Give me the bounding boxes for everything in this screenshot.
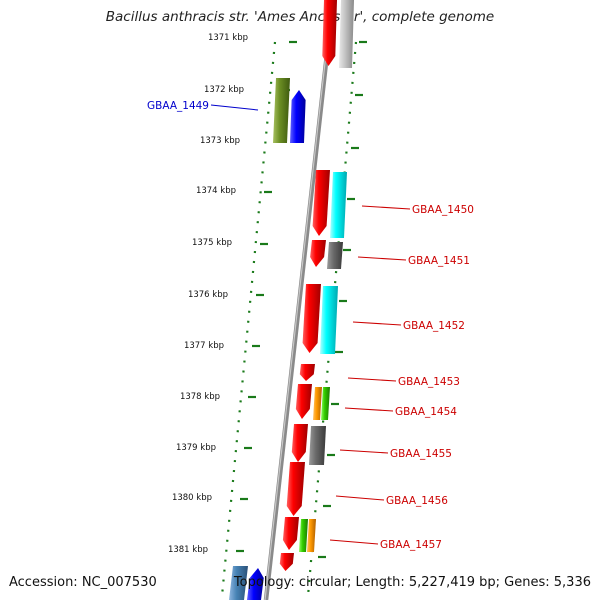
gene-leader-line bbox=[347, 377, 397, 382]
gene-block-olive bbox=[273, 78, 290, 143]
gene-block-cyan bbox=[320, 286, 338, 354]
gene-block-green bbox=[299, 519, 308, 552]
map-title: Bacillus anthracis str. 'Ames Ancestor',… bbox=[105, 9, 495, 25]
genome-backbone-highlight bbox=[264, 0, 333, 600]
gene-leader-line bbox=[357, 256, 407, 261]
gene-arrow-blue bbox=[290, 90, 306, 143]
gene-label-gbaa-1452[interactable]: GBAA_1452 bbox=[403, 320, 465, 332]
genome-backbone bbox=[263, 0, 336, 600]
gene-label-gbaa-1449[interactable]: GBAA_1449 bbox=[147, 100, 209, 112]
gene-features bbox=[229, 0, 354, 600]
gene-label-gbaa-1456[interactable]: GBAA_1456 bbox=[386, 495, 448, 507]
gene-arrow-red bbox=[299, 364, 315, 381]
tick-label: 1371 kbp bbox=[208, 33, 248, 43]
gene-arrow-red bbox=[302, 284, 321, 353]
gene-arrow-red bbox=[279, 553, 294, 571]
gene-leader-line bbox=[335, 495, 385, 501]
gene-leader-line bbox=[361, 205, 411, 210]
gene-arrow-red bbox=[286, 462, 305, 516]
gene-arrow-red bbox=[322, 0, 337, 66]
gene-arrow-red bbox=[282, 517, 299, 550]
gene-arrow-blue bbox=[247, 568, 264, 600]
gene-label-gbaa-1454[interactable]: GBAA_1454 bbox=[395, 406, 457, 418]
gene-block-green bbox=[321, 387, 330, 420]
gene-label-gbaa-1451[interactable]: GBAA_1451 bbox=[408, 255, 470, 267]
gene-arrow-red bbox=[291, 424, 308, 462]
tick-label: 1379 kbp bbox=[176, 443, 216, 453]
gene-label-gbaa-1455[interactable]: GBAA_1455 bbox=[390, 448, 452, 460]
gene-label-gbaa-1450[interactable]: GBAA_1450 bbox=[412, 204, 474, 216]
gene-labels: GBAA_1449 GBAA_1450 GBAA_1451 GBAA_1452 GBAA… bbox=[147, 100, 474, 551]
gene-label-gbaa-1453[interactable]: GBAA_1453 bbox=[398, 376, 460, 388]
gene-block-gray bbox=[309, 426, 326, 465]
tick-label: 1375 kbp bbox=[192, 238, 232, 248]
tick-label: 1378 kbp bbox=[180, 392, 220, 402]
gene-leader-line bbox=[344, 407, 394, 412]
tick-label: 1380 kbp bbox=[172, 493, 212, 503]
kbp-ticks: 1371 kbp 1372 kbp 1373 kbp 1374 kbp 1375 kbp… bbox=[168, 33, 367, 559]
gene-block-gray bbox=[327, 242, 343, 269]
tick-label: 1376 kbp bbox=[188, 290, 228, 300]
gene-leader-line bbox=[352, 321, 402, 326]
gene-leader-line bbox=[329, 539, 379, 545]
tick-label: 1372 kbp bbox=[204, 85, 244, 95]
gene-block-cyan bbox=[330, 172, 347, 238]
tick-label: 1381 kbp bbox=[168, 545, 208, 555]
accession-text: Accession: NC_007530 bbox=[9, 575, 157, 590]
gene-arrow-red bbox=[310, 240, 326, 267]
inner-boundary-arc bbox=[220, 41, 277, 597]
gene-label-gbaa-1457[interactable]: GBAA_1457 bbox=[380, 539, 442, 551]
gene-leader-line bbox=[339, 449, 389, 454]
tick-label: 1377 kbp bbox=[184, 341, 224, 351]
gene-block-gray bbox=[339, 0, 354, 68]
gene-arrow-red bbox=[312, 170, 330, 236]
tick-label: 1373 kbp bbox=[200, 136, 240, 146]
gene-leader-line bbox=[210, 104, 259, 111]
gene-arrow-red bbox=[295, 384, 312, 419]
gene-block-steelblue bbox=[229, 566, 248, 600]
gene-block-orange bbox=[313, 387, 322, 420]
tick-label: 1374 kbp bbox=[196, 186, 236, 196]
gene-block-orange bbox=[307, 519, 316, 552]
topology-text: Topology: circular; Length: 5,227,419 bp… bbox=[233, 575, 591, 590]
